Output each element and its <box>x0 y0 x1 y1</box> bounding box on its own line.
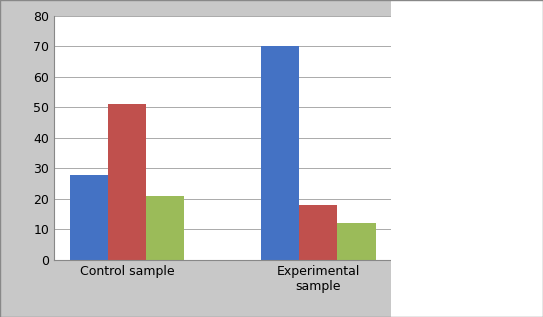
Bar <box>299 205 337 260</box>
Bar <box>337 223 376 260</box>
Bar <box>146 196 185 260</box>
Legend: Yes, Sometimes, No: Yes, Sometimes, No <box>408 96 525 180</box>
Bar <box>108 104 146 260</box>
Bar <box>70 174 108 260</box>
Bar <box>261 46 299 260</box>
